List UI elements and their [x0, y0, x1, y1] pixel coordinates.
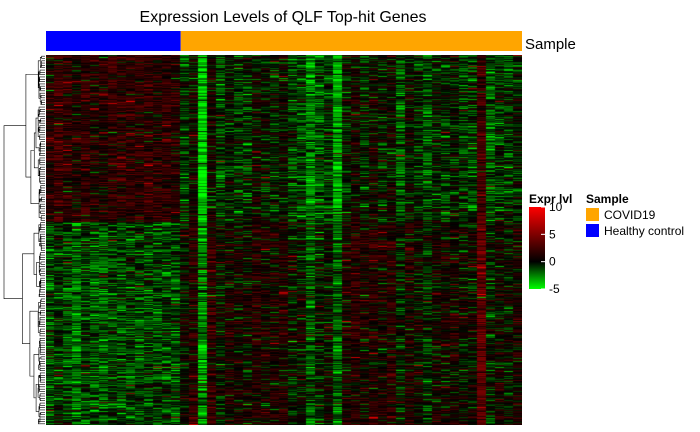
color-legend-title: Expr lvl: [529, 192, 572, 206]
color-scale-tick-label: 0: [549, 255, 556, 269]
sample-legend-title: Sample: [586, 192, 629, 206]
heatmap-body-container: [46, 55, 522, 425]
row-dendrogram: [3, 55, 45, 425]
legend-swatch-healthy-control: [586, 224, 599, 237]
sample-legend: Sample COVID19 Healthy control: [586, 192, 684, 238]
chart-title: Expression Levels of QLF Top-hit Genes: [140, 9, 427, 26]
color-scale-tick-label: 10: [549, 200, 563, 214]
color-scale-tick-label: 5: [549, 227, 556, 241]
dendrogram-branches: [3, 55, 45, 425]
expression-color-legend: Expr lvl 10 5 0 -5: [529, 192, 572, 296]
annotation-segment-healthy-control: [46, 31, 181, 51]
heatmap-cells: [46, 55, 522, 425]
sample-annotation-bar: [46, 31, 522, 51]
legend-label-covid19: COVID19: [604, 208, 656, 222]
color-scale-bar: [529, 207, 545, 289]
annotation-track-label: Sample: [525, 36, 576, 53]
color-scale-tick-label: -5: [549, 282, 560, 296]
annotation-segment-covid19: [180, 31, 522, 51]
legend-swatch-covid19: [586, 208, 599, 221]
legend-label-healthy-control: Healthy control: [604, 224, 684, 238]
